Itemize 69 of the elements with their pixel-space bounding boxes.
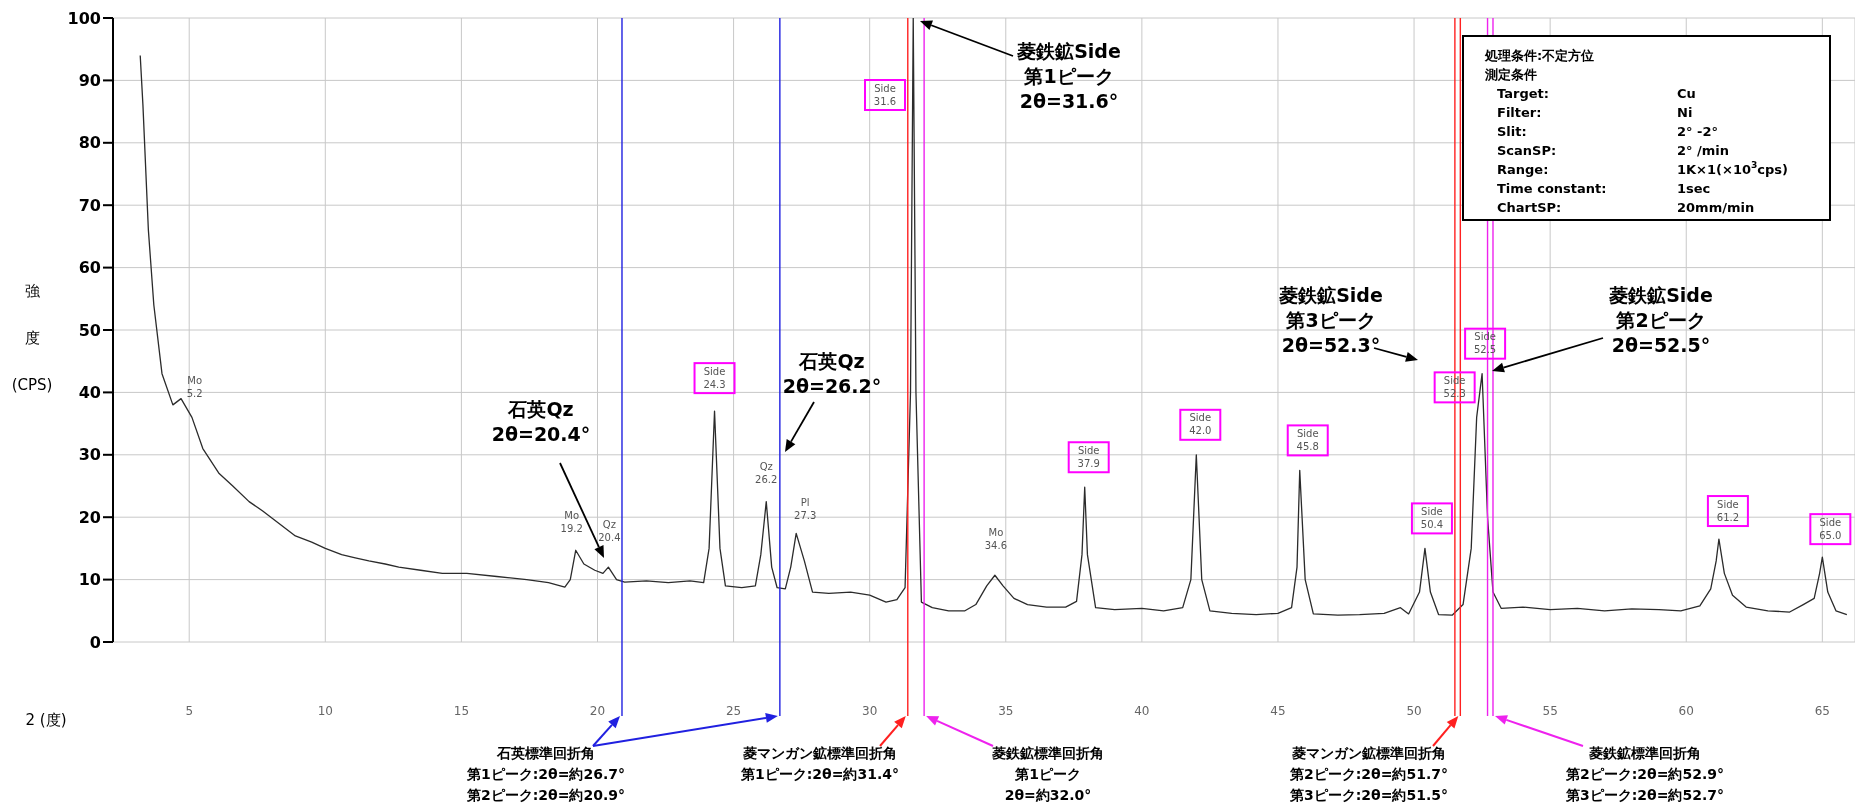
text: 第3ピーク:2θ=約51.5° [1289, 787, 1448, 803]
y-tick-label: 10 [78, 570, 101, 590]
text: 石英標準回折角 [496, 745, 595, 761]
annotation: Side 45.8 [1296, 427, 1319, 452]
annotation: Side 24.3 [703, 365, 726, 390]
annotation: Mo 19.2 [560, 509, 583, 534]
text: Time constant: 1sec [1497, 180, 1711, 196]
annotation: 菱鉄鉱Side 第3ピーク 2θ=52.3° [1278, 283, 1383, 356]
text: 第1ピーク:2θ=約31.4° [740, 766, 899, 782]
y-tick-label: 50 [78, 320, 101, 340]
text: 第1ピーク [1014, 766, 1081, 782]
text: Range: 1K×1(×10$^{3}$cps) [1497, 159, 1789, 177]
annotation: 菱鉄鉱Side 第1ピーク 2θ=31.6° [1016, 39, 1121, 112]
annotation: Qz 26.2 [755, 461, 778, 486]
text: ScanSP: 2° /min [1497, 142, 1730, 158]
annotation: 菱鉄鉱Side 第2ピーク 2θ=52.5° [1608, 283, 1713, 356]
y-tick-label: 70 [78, 195, 101, 215]
text: ChartSP: 20mm/min [1497, 199, 1755, 215]
annotation: Mo 34.6 [984, 526, 1008, 551]
text: Slit: 2° -2° [1497, 123, 1719, 139]
x-axis-title: 2 (度) [25, 710, 67, 729]
annotation: Side 65.0 [1819, 516, 1842, 541]
y-tick-label: 80 [78, 133, 101, 153]
text: 第2ピーク:2θ=約52.9° [1565, 766, 1724, 782]
x-tick-label: 55 [1542, 703, 1558, 718]
x-tick-label: 50 [1406, 703, 1422, 718]
y-tick-label: 40 [78, 383, 101, 403]
text: 第3ピーク:2θ=約52.7° [1565, 787, 1724, 803]
text: 2θ=約32.0° [1004, 787, 1092, 803]
annotation: Side 50.4 [1420, 505, 1444, 530]
y-tick-label: 0 [89, 632, 101, 652]
x-tick-label: 10 [317, 703, 333, 718]
y-tick-label: 30 [78, 445, 101, 465]
y-tick-label: 60 [78, 258, 101, 278]
x-tick-label: 40 [1134, 703, 1150, 718]
annotation: Qz 20.4 [598, 518, 621, 543]
text: 菱マンガン鉱標準回折角 [1291, 745, 1446, 761]
x-tick-label: 65 [1814, 703, 1830, 718]
y-tick-label: 20 [78, 507, 101, 527]
line-series [139, 18, 1848, 616]
annotation: 石英Qz 2θ=20.4° [491, 397, 591, 444]
annotation: Side 61.2 [1716, 498, 1740, 523]
text: Target: Cu [1497, 85, 1696, 101]
annotation: Mo 5.2 [186, 374, 203, 399]
x-tick-label: 35 [998, 703, 1014, 718]
text: 第2ピーク:2θ=約51.7° [1289, 766, 1448, 782]
text: 菱鉄鉱標準回折角 [991, 745, 1104, 761]
annotation: Side 37.9 [1077, 444, 1100, 469]
x-tick-label: 60 [1678, 703, 1694, 718]
x-tick-label: 25 [725, 703, 742, 718]
annotation: 石英Qz 2θ=26.2° [782, 349, 882, 396]
text: 第2ピーク:2θ=約20.9° [466, 787, 625, 803]
text: 菱鉄鉱標準回折角 [1588, 745, 1701, 761]
y-tick-label: 90 [78, 71, 101, 91]
annotation: Pl 27.3 [794, 496, 817, 521]
text: 菱マンガン鉱標準回折角 [742, 745, 897, 761]
annotation: 処理条件:不定方位 [1484, 47, 1595, 63]
text: 第1ピーク:2θ=約26.7° [466, 766, 625, 782]
x-tick-label: 5 [185, 703, 194, 718]
text: 強度(CPS) [11, 281, 53, 394]
x-tick-label: 30 [862, 703, 878, 718]
y-tick-label: 100 [67, 8, 101, 28]
x-tick-label: 20 [589, 703, 606, 718]
text: Filter: Ni [1497, 104, 1693, 120]
annotation: Side 31.6 [873, 82, 897, 107]
annotation: 測定条件 [1484, 66, 1537, 82]
x-tick-label: 15 [453, 703, 470, 718]
x-tick-label: 45 [1270, 703, 1286, 718]
annotation: Side 42.0 [1189, 412, 1212, 437]
